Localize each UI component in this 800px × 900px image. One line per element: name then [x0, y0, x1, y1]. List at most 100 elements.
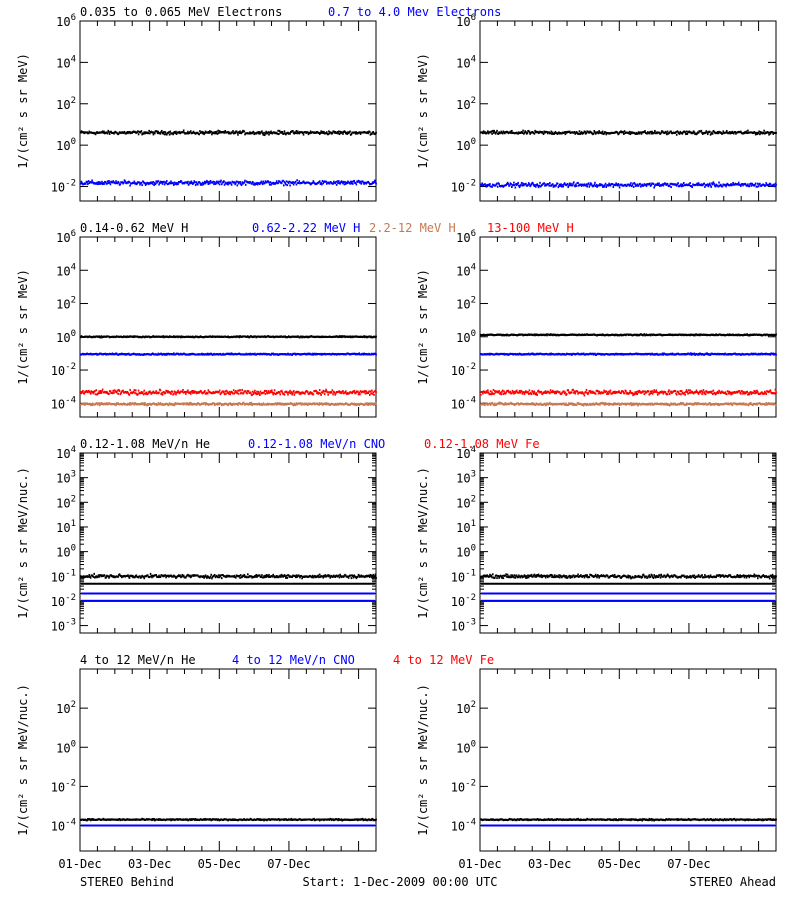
data-point	[729, 391, 732, 394]
data-point	[151, 181, 153, 184]
data-point	[309, 130, 312, 133]
data-point	[498, 401, 500, 404]
data-point	[639, 131, 642, 134]
series-1	[80, 352, 377, 356]
data-point	[163, 133, 166, 136]
data-point	[373, 393, 375, 396]
data-point	[713, 182, 715, 185]
data-point	[711, 131, 713, 134]
data-point	[684, 393, 686, 396]
data-point	[156, 353, 159, 356]
data-point	[562, 185, 565, 188]
data-point	[520, 390, 523, 393]
data-point	[578, 130, 581, 133]
data-point	[711, 183, 714, 186]
data-point	[119, 183, 122, 186]
data-point	[746, 132, 748, 135]
data-point	[232, 130, 234, 133]
data-point	[290, 392, 292, 395]
data-point	[263, 389, 266, 392]
data-point	[725, 185, 727, 188]
data-point	[84, 403, 86, 406]
data-point	[205, 181, 208, 184]
data-point	[764, 184, 767, 187]
data-point	[666, 393, 669, 396]
data-point	[241, 181, 243, 184]
data-point	[581, 391, 584, 394]
data-point	[233, 392, 236, 395]
data-point	[367, 180, 370, 183]
data-point	[282, 179, 284, 182]
data-point	[573, 181, 575, 184]
data-point	[560, 183, 562, 186]
data-point	[318, 392, 320, 395]
data-point	[342, 182, 344, 185]
data-point	[698, 353, 701, 356]
data-point	[762, 131, 765, 134]
data-point	[259, 183, 261, 186]
data-point	[577, 132, 580, 135]
data-point	[568, 182, 571, 185]
data-point	[733, 132, 735, 135]
data-point	[316, 391, 319, 394]
data-point	[220, 402, 222, 405]
data-point	[725, 393, 728, 396]
data-point	[632, 182, 634, 185]
data-point	[161, 129, 163, 132]
data-point	[577, 392, 579, 395]
data-point	[123, 130, 126, 133]
data-point	[295, 183, 298, 186]
data-point	[533, 390, 536, 393]
data-point	[140, 181, 143, 184]
data-point	[668, 184, 671, 187]
data-point	[553, 132, 555, 135]
data-point	[224, 390, 227, 393]
data-point	[717, 132, 720, 135]
data-point	[249, 131, 251, 134]
series-3	[480, 401, 777, 407]
data-point	[196, 183, 199, 186]
data-point	[252, 393, 255, 396]
data-point	[494, 131, 496, 134]
data-point	[99, 391, 101, 394]
data-point	[675, 133, 678, 136]
data-point	[511, 129, 513, 132]
data-point	[352, 182, 354, 185]
data-point	[165, 389, 168, 392]
data-point	[633, 393, 636, 396]
data-point	[731, 130, 734, 133]
data-point	[623, 130, 626, 133]
data-point	[574, 185, 577, 188]
data-point	[240, 132, 243, 135]
data-point	[187, 183, 190, 186]
data-point	[255, 393, 258, 396]
data-point	[177, 389, 179, 392]
data-point	[325, 131, 328, 134]
data-point	[497, 132, 500, 135]
data-point	[372, 131, 375, 134]
data-point	[217, 182, 220, 185]
data-point	[219, 180, 222, 183]
data-point	[302, 131, 304, 134]
data-point	[667, 390, 670, 393]
data-point	[338, 133, 341, 136]
data-point	[325, 182, 328, 185]
y-tick-label: 104	[456, 54, 476, 70]
data-point	[761, 391, 763, 394]
data-point	[635, 132, 637, 135]
data-point	[639, 185, 642, 188]
data-point	[326, 391, 329, 394]
data-point	[335, 132, 338, 135]
data-point	[687, 392, 689, 395]
data-point	[192, 391, 194, 394]
data-point	[182, 131, 184, 134]
data-point	[95, 389, 98, 392]
data-point	[223, 393, 226, 396]
data-point	[709, 184, 712, 187]
data-point	[546, 131, 548, 134]
data-point	[614, 184, 617, 187]
data-point	[182, 403, 185, 406]
data-point	[266, 402, 269, 405]
data-point	[740, 130, 742, 133]
